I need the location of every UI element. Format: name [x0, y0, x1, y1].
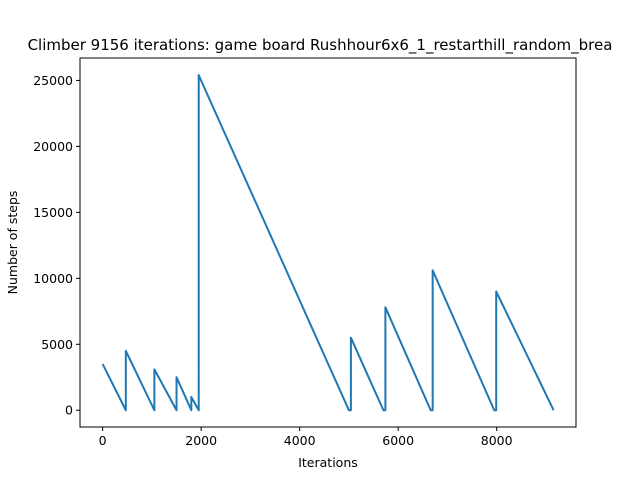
- y-tick-label: 5000: [41, 337, 73, 352]
- x-tick-label: 0: [99, 433, 107, 448]
- y-axis-label: Number of steps: [5, 191, 20, 295]
- y-tick-label: 15000: [33, 205, 73, 220]
- x-tick-label: 6000: [382, 433, 414, 448]
- x-tick-label: 8000: [481, 433, 513, 448]
- chart-title: Climber 9156 iterations: game board Rush…: [28, 36, 613, 55]
- x-tick-label: 4000: [284, 433, 316, 448]
- y-tick-label: 10000: [33, 271, 73, 286]
- x-tick-label: 2000: [185, 433, 217, 448]
- y-tick-label: 20000: [33, 139, 73, 154]
- x-axis-label: Iterations: [298, 455, 358, 470]
- series-line: [101, 74, 555, 412]
- plot-area: [79, 57, 577, 428]
- x-axis: 0 2000 4000 6000 8000: [99, 427, 513, 448]
- y-tick-label: 0: [65, 403, 73, 418]
- axes-frame: [79, 57, 577, 428]
- y-axis: 0 5000 10000 15000 20000 25000: [33, 73, 80, 418]
- y-tick-label: 25000: [33, 73, 73, 88]
